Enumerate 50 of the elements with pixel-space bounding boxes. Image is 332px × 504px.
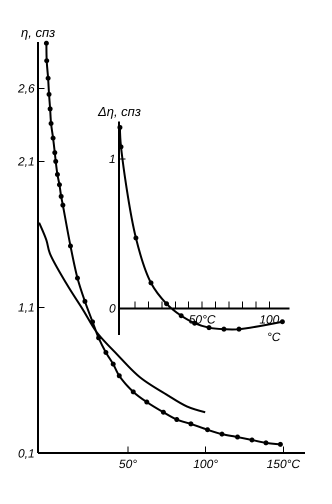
point	[148, 280, 154, 286]
point	[278, 442, 283, 447]
y-tick-label: 2,1	[17, 154, 35, 169]
point	[206, 325, 212, 330]
point	[68, 244, 73, 248]
x-axis-title: °C	[267, 330, 281, 344]
y-axis-title: Δη, спз	[97, 104, 141, 119]
point	[236, 326, 242, 332]
point	[116, 373, 122, 378]
point	[249, 437, 254, 442]
point	[44, 40, 49, 46]
point	[103, 350, 108, 355]
point	[219, 432, 224, 437]
point	[44, 58, 50, 64]
point	[160, 410, 166, 415]
point	[60, 202, 66, 208]
y-tick-label: 0	[109, 301, 116, 316]
point	[48, 106, 53, 112]
x-tick-label: 100°	[193, 457, 218, 472]
point	[221, 326, 226, 332]
point	[144, 400, 150, 405]
point	[263, 440, 268, 446]
point	[46, 92, 52, 97]
y-tick-label: 0,1	[18, 446, 35, 460]
point	[178, 313, 184, 318]
point	[280, 319, 285, 324]
point	[48, 121, 54, 126]
y-tick-label: 2,6	[17, 82, 36, 96]
point	[188, 421, 194, 426]
y-tick-label: 1	[109, 152, 116, 166]
point	[235, 434, 240, 440]
point	[82, 298, 88, 304]
point	[164, 301, 170, 306]
point	[133, 236, 138, 241]
point	[130, 389, 136, 394]
point	[50, 136, 56, 141]
x-tick-label: 50°	[118, 457, 138, 472]
point	[110, 362, 116, 367]
point	[174, 417, 180, 422]
point	[58, 194, 64, 199]
y-tick-label: 1,1	[18, 300, 35, 314]
x-tick-label: 150°C	[266, 457, 300, 472]
point	[56, 182, 62, 188]
point	[53, 158, 58, 164]
point	[205, 427, 210, 432]
point	[74, 276, 80, 281]
y-axis-title: η, спз	[21, 25, 56, 40]
point	[46, 76, 51, 81]
point	[54, 172, 60, 178]
point	[52, 150, 58, 156]
